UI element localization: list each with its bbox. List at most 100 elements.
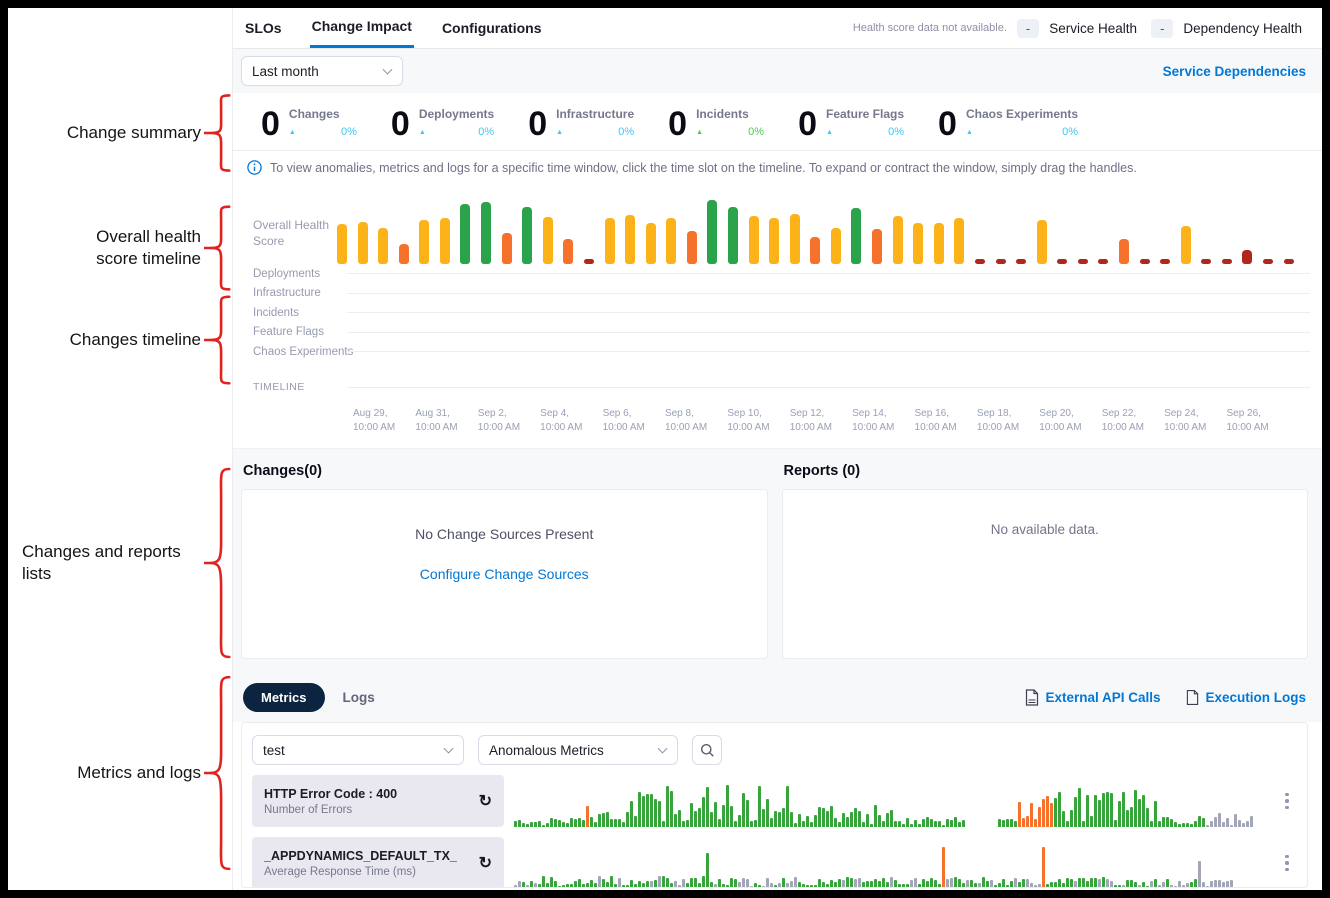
annotation-change-summary: Change summary [16, 93, 231, 173]
health-score-bar[interactable] [913, 223, 924, 264]
kebab-dot [1285, 861, 1289, 865]
spark-bar [974, 883, 977, 887]
kebab-menu-icon[interactable] [1277, 837, 1297, 887]
health-score-bar[interactable] [1242, 250, 1253, 264]
health-score-bar[interactable] [1283, 259, 1294, 264]
change-row-line[interactable] [347, 273, 1310, 275]
spark-bar [970, 880, 973, 887]
health-score-bar[interactable] [542, 217, 553, 264]
health-score-bar[interactable] [933, 223, 944, 264]
health-score-bar[interactable] [851, 208, 862, 264]
tab-logs[interactable]: Logs [342, 690, 375, 705]
health-score-bar[interactable] [1016, 259, 1027, 264]
spark-bar [1022, 818, 1025, 827]
health-score-bar[interactable] [1180, 226, 1191, 264]
tab-metrics[interactable]: Metrics [243, 683, 325, 712]
configure-change-sources-link[interactable]: Configure Change Sources [419, 566, 589, 582]
spark-bar [626, 885, 629, 887]
health-score-bar[interactable] [830, 228, 841, 264]
health-score-bar[interactable] [1263, 259, 1274, 264]
spark-bar [834, 882, 837, 887]
health-score-bar[interactable] [1036, 220, 1047, 264]
health-score-bar[interactable] [727, 207, 738, 264]
refresh-icon[interactable]: ↻ [478, 855, 492, 872]
kebab-menu-icon[interactable] [1277, 775, 1297, 827]
health-score-bar[interactable] [954, 218, 965, 264]
health-score-bar[interactable] [522, 207, 533, 264]
health-score-bar[interactable] [748, 216, 759, 264]
service-dependencies-link[interactable]: Service Dependencies [1162, 63, 1306, 79]
health-score-bar[interactable] [995, 259, 1006, 264]
health-score-bar[interactable] [378, 228, 389, 264]
health-score-bar[interactable] [769, 218, 780, 264]
health-score-bar[interactable] [1221, 259, 1232, 264]
change-row-line[interactable] [347, 312, 1310, 314]
health-score-bar[interactable] [892, 216, 903, 264]
health-score-bar[interactable] [1139, 259, 1150, 264]
spark-bar [646, 881, 649, 887]
health-score-bar[interactable] [1201, 259, 1212, 264]
health-score-bar[interactable] [1098, 259, 1109, 264]
change-row-line[interactable] [347, 351, 1310, 353]
spark-bar [1046, 796, 1049, 827]
execution-logs-link[interactable]: Execution Logs [1186, 689, 1306, 706]
spark-bar [998, 819, 1001, 827]
metric-label-card[interactable]: HTTP Error Code : 400 Number of Errors ↻ [252, 775, 504, 827]
health-score-bar[interactable] [481, 202, 492, 264]
health-score-bar[interactable] [439, 218, 450, 264]
spark-bar [838, 879, 841, 887]
spark-bar [998, 883, 1001, 887]
health-score-bars[interactable] [337, 194, 1294, 264]
health-score-bar[interactable] [645, 223, 656, 264]
health-score-bar[interactable] [1160, 259, 1171, 264]
spark-bar [1226, 881, 1229, 887]
health-score-bar[interactable] [604, 218, 615, 264]
change-row-line[interactable] [347, 331, 1310, 333]
health-score-bar[interactable] [583, 259, 594, 264]
spark-bar [1166, 817, 1169, 827]
tab-slos[interactable]: SLOs [245, 20, 282, 36]
tab-configurations[interactable]: Configurations [441, 20, 542, 36]
health-score-bar[interactable] [810, 237, 821, 264]
health-score-bar[interactable] [625, 215, 636, 264]
service-filter-select[interactable]: test [252, 735, 464, 765]
spark-bar [1182, 823, 1185, 827]
spark-bar [746, 879, 749, 887]
spark-bar [1206, 825, 1209, 827]
health-score-bar[interactable] [974, 259, 985, 264]
time-range-select[interactable]: Last month [241, 56, 403, 86]
timeline-date: Sep 6, 10:00 AM [602, 408, 645, 433]
api-file-icon [1026, 689, 1039, 706]
health-score-bar[interactable] [1057, 259, 1068, 264]
health-score-bar[interactable] [872, 229, 883, 264]
health-score-bar[interactable] [686, 231, 697, 264]
health-score-bar[interactable] [357, 222, 368, 264]
search-button[interactable] [692, 735, 722, 765]
spark-bar [826, 811, 829, 827]
spark-bar [626, 812, 629, 827]
refresh-icon[interactable]: ↻ [478, 793, 492, 810]
spark-bar [530, 822, 533, 827]
tab-change-impact[interactable]: Change Impact [309, 8, 414, 48]
spark-bar [734, 879, 737, 887]
health-score-bar[interactable] [1077, 259, 1088, 264]
health-score-bar[interactable] [707, 200, 718, 264]
health-score-bar[interactable] [337, 224, 347, 264]
health-score-bar[interactable] [563, 239, 574, 264]
health-score-bar[interactable] [789, 214, 800, 264]
health-score-bar[interactable] [398, 244, 409, 264]
external-api-calls-link[interactable]: External API Calls [1025, 689, 1160, 706]
health-score-bar[interactable] [501, 233, 512, 264]
health-score-bar[interactable] [666, 218, 677, 264]
health-score-bar[interactable] [419, 220, 430, 264]
change-row-line[interactable] [347, 292, 1310, 294]
file-icon [1187, 689, 1199, 706]
health-score-bar[interactable] [460, 204, 471, 264]
metric-type-select[interactable]: Anomalous Metrics [478, 735, 678, 765]
spark-bar [678, 810, 681, 827]
change-row-label: Deployments [253, 267, 321, 280]
spark-bar [574, 881, 577, 887]
spark-bar [1058, 879, 1061, 887]
metric-label-card[interactable]: _APPDYNAMICS_DEFAULT_TX_ Average Response… [252, 837, 504, 887]
health-score-bar[interactable] [1118, 239, 1129, 264]
